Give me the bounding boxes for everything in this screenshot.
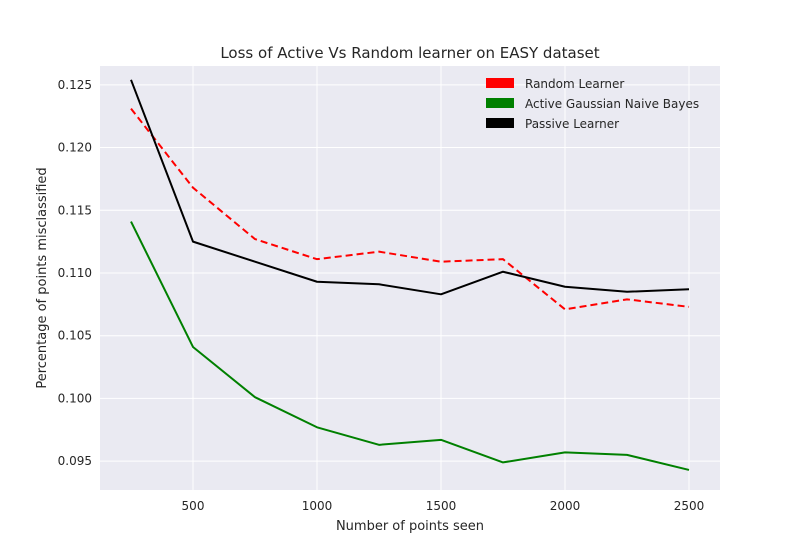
y-tick-label: 0.110 [58,266,92,280]
y-tick-label: 0.115 [58,203,92,217]
y-tick-label: 0.105 [58,329,92,343]
series-line-passive-learner [130,79,690,296]
y-axis-label: Percentage of points misclassified [35,167,50,388]
series-line-active-gaussian-naive-bayes [130,221,690,471]
y-axis-ticks: 0.095 0.100 0.105 0.110 0.115 0.120 0.125 [58,78,92,468]
y-tick-label: 0.120 [58,141,92,155]
x-axis-label: Number of points seen [336,519,484,534]
y-tick-label: 0.125 [58,78,92,92]
legend-swatch-random-learner [486,78,514,88]
y-tick-label: 0.100 [58,391,92,405]
series-lines [130,79,690,471]
legend: Random Learner Active Gaussian Naive Baye… [486,77,699,131]
legend-label-active-gaussian-naive-bayes: Active Gaussian Naive Bayes [525,97,699,111]
x-tick-label: 2000 [550,499,581,513]
legend-label-random-learner: Random Learner [525,77,624,91]
x-tick-label: 500 [182,499,205,513]
series-line-random-learner [130,108,690,311]
x-tick-label: 2500 [674,499,705,513]
x-axis-ticks: 500 1000 1500 2000 2500 [182,499,705,513]
grid [100,66,720,490]
legend-swatch-active-gaussian-naive-bayes [486,98,514,108]
legend-label-passive-learner: Passive Learner [525,117,619,131]
plot-area [100,66,720,490]
x-tick-label: 1500 [426,499,457,513]
x-tick-label: 1000 [302,499,333,513]
legend-swatch-passive-learner [486,118,514,128]
y-tick-label: 0.095 [58,454,92,468]
chart-title: Loss of Active Vs Random learner on EASY… [220,44,599,62]
